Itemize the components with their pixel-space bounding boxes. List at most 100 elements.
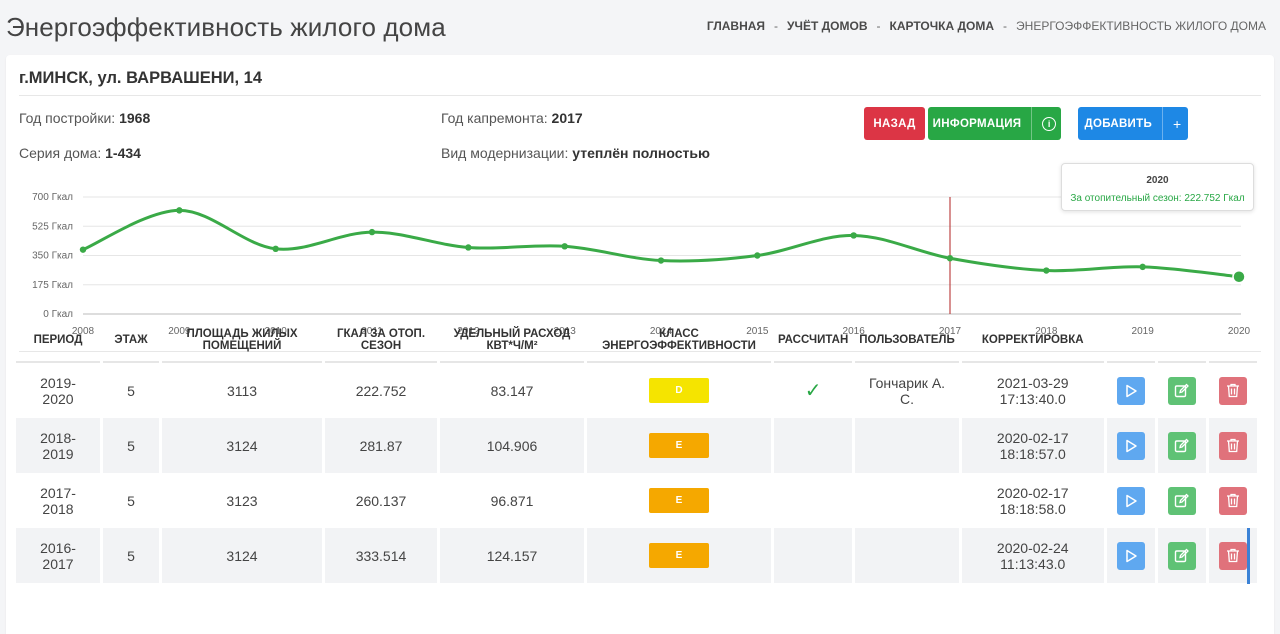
cell-floor: 5 [103, 418, 159, 473]
cell-action [1107, 473, 1155, 528]
build-year-label: Год постройки: [19, 110, 116, 126]
edit-icon [1174, 438, 1190, 453]
divider [19, 95, 1261, 96]
col-action [1157, 318, 1206, 363]
cell-action [1209, 363, 1257, 418]
info-button[interactable]: ИНФОРМАЦИЯ i [928, 107, 1061, 140]
cell-action [1157, 528, 1206, 583]
edit-icon [1174, 493, 1190, 508]
trash-icon [1226, 548, 1240, 563]
energy-class-badge: E [649, 433, 709, 458]
play-button[interactable] [1116, 541, 1145, 570]
play-button[interactable] [1116, 431, 1145, 460]
table-row[interactable]: 2016-2017 5 3124 333.514 124.157 E 2020-02-24 1… [16, 528, 1257, 583]
play-button[interactable] [1116, 376, 1145, 405]
breadcrumb-separator: - [1003, 19, 1008, 33]
cell-correction: 2020-02-17 18:18:57.0 [961, 418, 1104, 473]
x-tick-label: 2013 [554, 326, 577, 337]
modernization-value: утеплён полностью [572, 145, 710, 161]
cell-period: 2016-2017 [16, 528, 100, 583]
x-tick-label: 2016 [843, 326, 866, 337]
breadcrumb-houses[interactable]: УЧЁТ ДОМОВ [787, 19, 868, 33]
series-field: Серия дома: 1-434 [19, 145, 141, 161]
table-row[interactable]: 2018-2019 5 3124 281.87 104.906 E 2020-02-17 18… [16, 418, 1257, 473]
edit-button[interactable] [1167, 541, 1196, 570]
add-button[interactable]: ДОБАВИТЬ + [1078, 107, 1188, 140]
cell-calculated [774, 528, 853, 583]
x-tick-label: 2015 [746, 326, 769, 337]
row-selection-indicator [1247, 528, 1250, 584]
col-area[interactable]: ПЛОЩАДЬ ЖИЛЫХ ПОМЕЩЕНИЙ [162, 318, 322, 363]
cell-area: 3124 [162, 418, 322, 473]
y-tick-label: 350 Гкал [32, 251, 73, 262]
delete-button[interactable] [1218, 541, 1247, 570]
energy-class-badge: E [649, 488, 709, 513]
cell-gcal: 222.752 [355, 382, 407, 399]
correction-time: 17:13:40.0 [999, 390, 1066, 407]
chart-point [754, 252, 761, 259]
y-tick-label: 525 Гкал [32, 221, 73, 232]
delete-button[interactable] [1218, 376, 1247, 405]
cell-gcal: 333.514 [325, 528, 437, 583]
series-value: 1-434 [105, 145, 141, 161]
modernization-field: Вид модернизации: утеплён полностью [441, 145, 710, 161]
cell-calculated: ✓ [774, 363, 852, 418]
delete-button[interactable] [1218, 486, 1247, 515]
repair-year-label: Год капремонта: [441, 110, 548, 126]
repair-year-field: Год капремонта: 2017 [441, 110, 583, 126]
repair-year-value: 2017 [551, 110, 583, 126]
breadcrumb-separator: - [774, 19, 779, 33]
breadcrumb-house-card[interactable]: КАРТОЧКА ДОМА [889, 19, 995, 33]
cell-user: Гончарик А. С. [868, 374, 946, 407]
cell-class: D [587, 363, 771, 418]
cell-area: 3123 [226, 492, 258, 509]
cell-floor: 5 [103, 528, 159, 583]
cell-user [855, 418, 959, 473]
checkmark-icon: ✓ [804, 380, 822, 402]
modernization-label: Вид модернизации: [441, 145, 569, 161]
col-floor[interactable]: ЭТАЖ [103, 318, 159, 363]
play-icon [1124, 384, 1138, 398]
x-tick-label: 2020 [1228, 326, 1251, 337]
cell-floor: 5 [127, 382, 135, 399]
breadcrumb: ГЛАВНАЯ - УЧЁТ ДОМОВ - КАРТОЧКА ДОМА - Э… [707, 19, 1266, 33]
divider [19, 351, 1261, 352]
edit-button[interactable] [1167, 486, 1196, 515]
col-action [1106, 318, 1155, 363]
add-button-label: ДОБАВИТЬ [1084, 117, 1153, 130]
col-period[interactable]: ПЕРИОД [16, 318, 100, 363]
play-icon [1124, 439, 1138, 453]
table-row[interactable]: 2019-2020 5 3113 222.752 83.147 D ✓ Гончарик А.… [16, 363, 1257, 418]
col-calculated[interactable]: РАССЧИТАН [774, 318, 853, 363]
col-correction[interactable]: КОРРЕКТИРОВКА [961, 318, 1104, 363]
chart-point [1232, 270, 1246, 284]
col-class[interactable]: КЛАСС ЭНЕРГОЭФФЕКТИВНОСТИ [587, 318, 771, 363]
delete-button[interactable] [1218, 431, 1247, 460]
cell-user [855, 473, 958, 528]
edit-icon [1174, 383, 1190, 398]
info-icon: i [1031, 107, 1057, 140]
col-specific[interactable]: УДЕЛЬНЫЙ РАСХОД КВТ*Ч/М² [440, 318, 584, 363]
cell-action [1106, 528, 1155, 583]
cell-action [1208, 418, 1257, 473]
col-gcal[interactable]: ГКАЛ ЗА ОТОП. СЕЗОН [325, 318, 437, 363]
build-year-field: Год постройки: 1968 [19, 110, 150, 126]
edit-button[interactable] [1167, 376, 1196, 405]
col-user[interactable]: ПОЛЬЗОВАТЕЛЬ [855, 318, 959, 363]
correction-date: 2020-02-17 [996, 484, 1069, 501]
back-button-label: НАЗАД [873, 117, 916, 130]
x-tick-label: 2019 [1132, 326, 1155, 337]
table-row[interactable]: 2017-2018 5 3123 260.137 96.871 E 2020-02-17 18… [16, 473, 1257, 528]
cell-calculated [774, 473, 852, 528]
x-tick-label: 2014 [650, 326, 673, 337]
cell-action [1107, 363, 1155, 418]
x-tick-label: 2010 [265, 326, 288, 337]
play-button[interactable] [1116, 486, 1145, 515]
col-action [1208, 318, 1257, 363]
back-button[interactable]: НАЗАД [864, 107, 925, 140]
chart-point [465, 244, 472, 251]
cell-class: E [587, 418, 771, 473]
breadcrumb-home[interactable]: ГЛАВНАЯ [706, 19, 766, 33]
cell-action [1106, 418, 1155, 473]
edit-button[interactable] [1167, 431, 1196, 460]
